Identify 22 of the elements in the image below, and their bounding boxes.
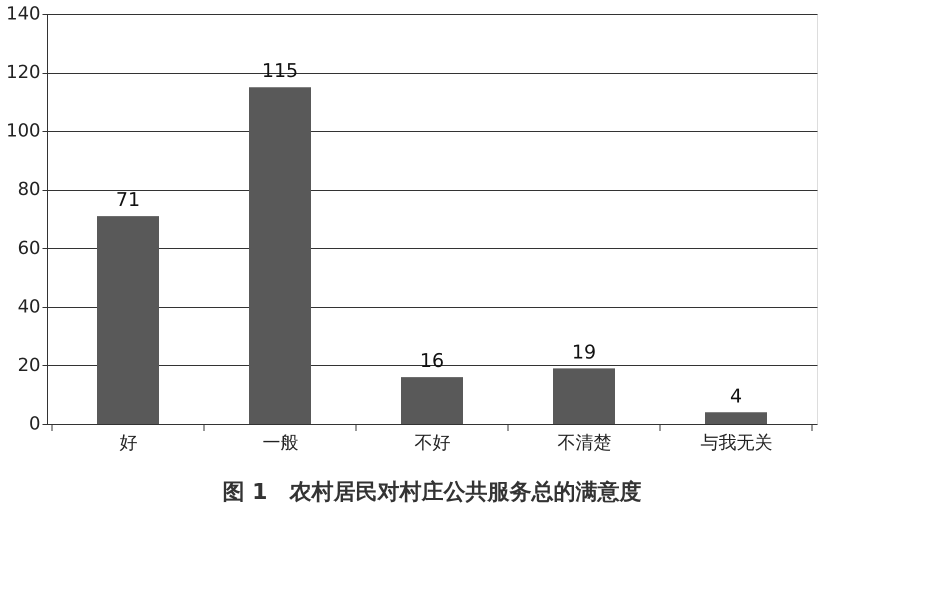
x-tick-label: 一般 bbox=[262, 432, 298, 454]
y-tick-label: 40 bbox=[18, 296, 40, 318]
y-tick-label: 100 bbox=[6, 120, 40, 142]
bar bbox=[553, 368, 615, 424]
y-tick-label: 20 bbox=[18, 354, 40, 376]
y-tick-label: 120 bbox=[6, 62, 40, 84]
y-tick-label: 140 bbox=[6, 4, 40, 24]
x-tick-label: 不清楚 bbox=[558, 432, 612, 454]
x-tick-label: 好 bbox=[120, 432, 138, 454]
bar bbox=[401, 377, 463, 424]
bar bbox=[97, 216, 159, 424]
y-tick-label: 80 bbox=[18, 179, 40, 200]
bar bbox=[249, 87, 311, 424]
y-tick-label: 60 bbox=[18, 238, 40, 259]
data-label: 71 bbox=[116, 189, 140, 212]
data-label: 4 bbox=[730, 385, 742, 408]
x-tick-label: 与我无关 bbox=[700, 432, 772, 454]
data-label: 19 bbox=[572, 341, 596, 364]
x-tick-label: 不好 bbox=[414, 432, 450, 454]
bar bbox=[705, 412, 767, 424]
y-tick-label: 0 bbox=[29, 414, 40, 434]
text: 图 1 农村居民对村庄公共服务总的满意度 bbox=[222, 479, 642, 505]
